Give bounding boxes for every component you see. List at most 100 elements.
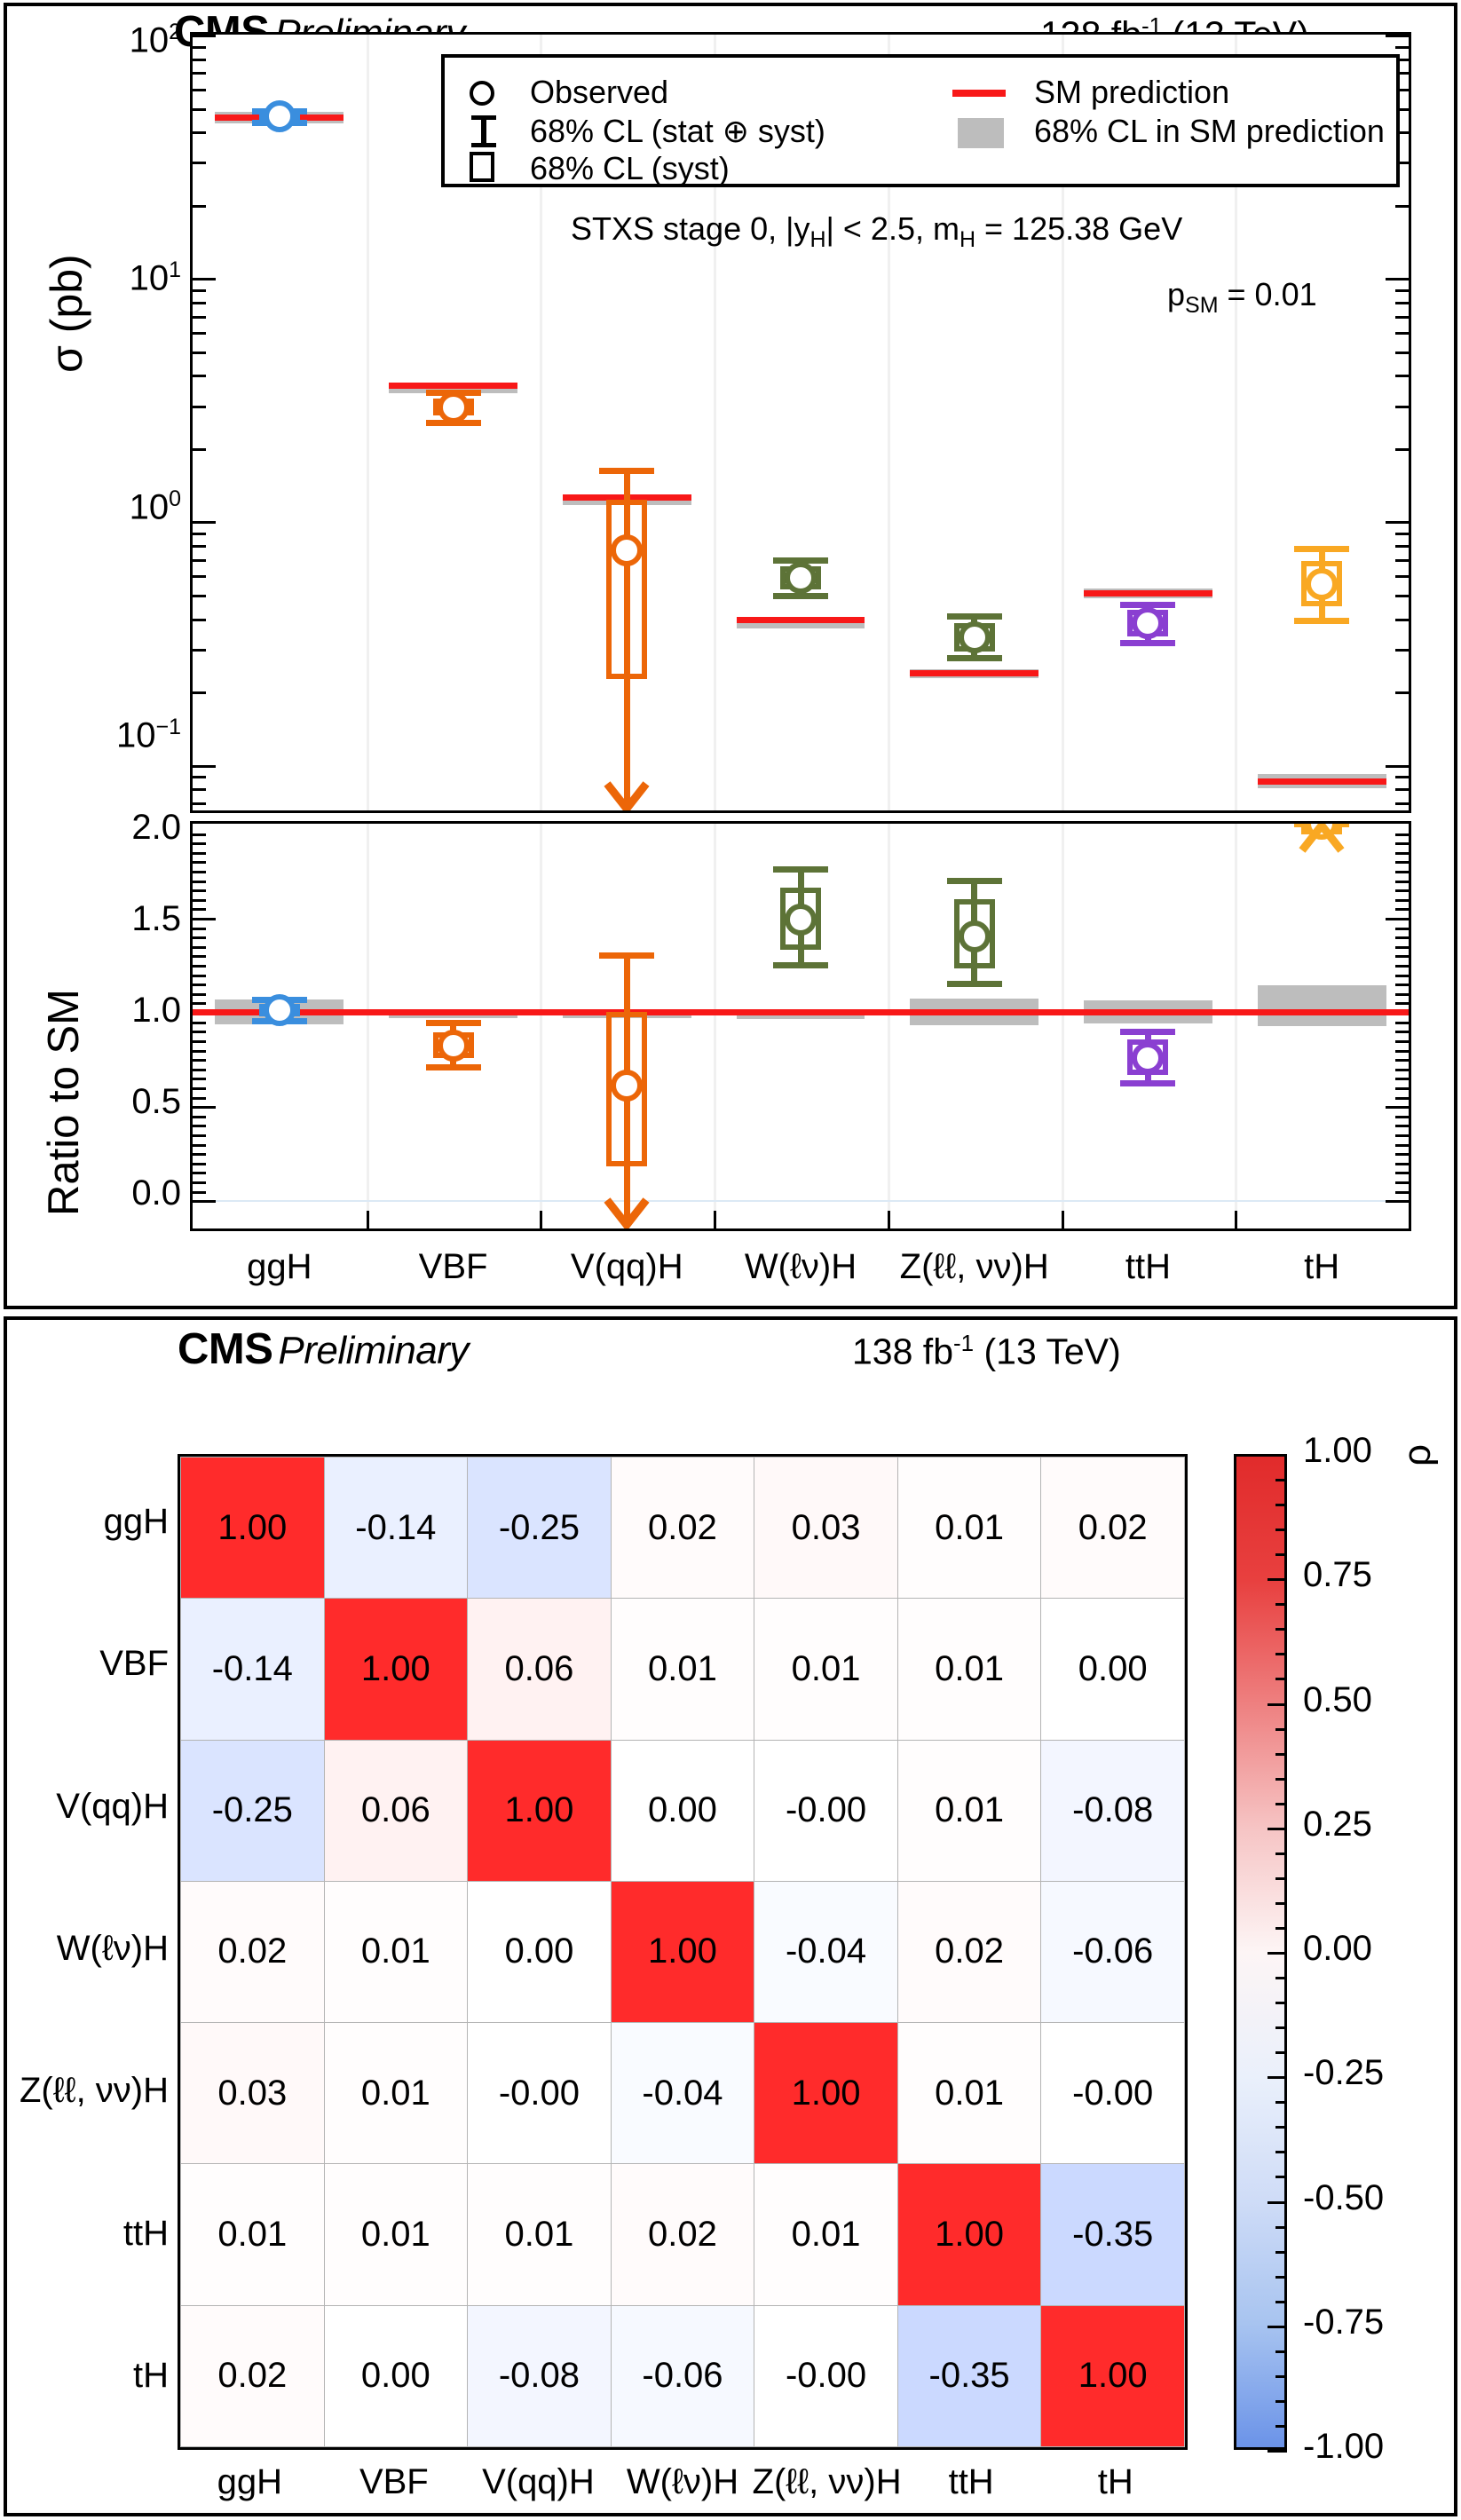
matrix-cell[interactable]: -0.08 (1040, 1739, 1185, 1882)
matrix-cell[interactable]: 0.01 (896, 1456, 1042, 1600)
matrix-cell[interactable]: -0.25 (467, 1456, 612, 1600)
ratio-minor-tick (1395, 908, 1409, 912)
measurement-point[interactable] (193, 824, 1409, 1228)
ratio-minor-tick (193, 1172, 206, 1175)
measurement-point[interactable] (193, 824, 1409, 1228)
matrix-cell[interactable]: -0.08 (467, 2304, 612, 2448)
ratio-minor-tick (1395, 898, 1409, 902)
errorbar-cap-top (1294, 545, 1350, 552)
rho-axis-label: ρ (1395, 1443, 1439, 1466)
matrix-cell[interactable]: 0.01 (896, 1598, 1042, 1741)
sigma-gridline (714, 35, 717, 810)
x-axis-label-V(qq)H: V(qq)H (570, 1247, 683, 1286)
matrix-cell[interactable]: -0.00 (1040, 2022, 1185, 2165)
matrix-cell[interactable]: 0.02 (180, 1880, 325, 2024)
measurement-point[interactable] (193, 824, 1409, 1228)
measurement-point[interactable] (193, 35, 1409, 810)
matrix-cell[interactable]: 1.00 (180, 1456, 325, 1600)
matrix-cell[interactable]: 0.01 (467, 2163, 612, 2306)
sigma-minor-tick (193, 131, 206, 135)
matrix-cell[interactable]: 0.00 (323, 2304, 469, 2448)
cross-section-panel: Observed 68% CL (stat ⊕ syst) 68% CL (sy… (190, 32, 1411, 813)
matrix-cell[interactable]: -0.35 (1040, 2163, 1185, 2306)
matrix-cell[interactable]: 0.01 (896, 1739, 1042, 1882)
matrix-cell[interactable]: 0.01 (896, 2022, 1042, 2165)
matrix-cell[interactable]: -0.00 (467, 2022, 612, 2165)
ratio-major-tick (193, 918, 216, 921)
ratio-x-tick (540, 1211, 543, 1228)
matrix-cell[interactable]: 0.01 (323, 2022, 469, 2165)
matrix-cell[interactable]: 0.01 (323, 1880, 469, 2024)
colorbar-minor-tick (1275, 1852, 1287, 1855)
measurement-point[interactable] (193, 35, 1409, 810)
matrix-cell[interactable]: 0.00 (610, 1739, 755, 1882)
colorbar-minor-tick (1275, 1553, 1287, 1557)
matrix-cell[interactable]: 0.01 (754, 1598, 898, 1741)
sigma-minor-tick (193, 288, 206, 292)
measurement-point[interactable] (193, 824, 1409, 1228)
matrix-cell[interactable]: 0.01 (180, 2163, 325, 2306)
ratio-panel (190, 821, 1411, 1231)
ratio-minor-tick (193, 1190, 206, 1194)
matrix-cell[interactable]: -0.06 (610, 2304, 755, 2448)
sigma-minor-tick (1395, 648, 1409, 652)
measurement-point[interactable] (193, 35, 1409, 810)
matrix-cell[interactable]: 0.02 (1040, 1456, 1185, 1600)
measurement-point[interactable] (193, 35, 1409, 810)
observed-marker (263, 993, 296, 1026)
matrix-cell[interactable]: 0.01 (610, 1598, 755, 1741)
matrix-cell[interactable]: -0.06 (1040, 1880, 1185, 2024)
matrix-cell[interactable]: -0.14 (323, 1456, 469, 1600)
measurement-point[interactable] (193, 824, 1409, 1228)
matrix-cell[interactable]: -0.25 (180, 1739, 325, 1882)
sigma-minor-tick (1395, 776, 1409, 779)
matrix-cell[interactable]: 0.02 (610, 1456, 755, 1600)
matrix-cell[interactable]: 0.02 (180, 2304, 325, 2448)
measurement-point[interactable] (193, 824, 1409, 1228)
measurement-point[interactable] (193, 35, 1409, 810)
matrix-cell[interactable]: 0.02 (610, 2163, 755, 2306)
matrix-cell[interactable]: 0.06 (323, 1739, 469, 1882)
observed-marker (958, 620, 991, 653)
matrix-cell[interactable]: 0.01 (754, 2163, 898, 2306)
matrix-cell[interactable]: 0.03 (180, 2022, 325, 2165)
stxs-annotation: STXS stage 0, |yH| < 2.5, mH = 125.38 Ge… (571, 210, 1183, 253)
measurement-point[interactable] (193, 35, 1409, 810)
cms-preliminary-bottom: Preliminary (278, 1329, 469, 1372)
sigma-gridline (540, 35, 543, 810)
syst-box (953, 898, 995, 969)
matrix-cell[interactable]: -0.04 (610, 2022, 755, 2165)
matrix-cell[interactable]: 1.00 (896, 2163, 1042, 2306)
measurement-point[interactable] (193, 824, 1409, 1228)
ratio-minor-tick (1395, 945, 1409, 949)
sigma-tick-label-100: 102 (129, 20, 181, 60)
sigma-gridline (1235, 35, 1238, 810)
measurement-point[interactable] (193, 35, 1409, 810)
stat-syst-errorbar (623, 470, 630, 810)
sigma-minor-tick (193, 691, 206, 695)
matrix-cell[interactable]: 0.06 (467, 1598, 612, 1741)
errorbar-cap-bottom (425, 1063, 481, 1070)
ratio-minor-tick (1395, 880, 1409, 883)
matrix-cell[interactable]: 0.00 (467, 1880, 612, 2024)
matrix-cell[interactable]: -0.00 (754, 1739, 898, 1882)
matrix-cell[interactable]: 0.02 (896, 1880, 1042, 2024)
matrix-cell[interactable]: 1.00 (323, 1598, 469, 1741)
errorbar-cap-top (1120, 1029, 1176, 1036)
matrix-cell[interactable]: -0.14 (180, 1598, 325, 1741)
ratio-minor-tick (193, 1115, 206, 1118)
matrix-cell[interactable]: 1.00 (754, 2022, 898, 2165)
ratio-minor-tick (1395, 1086, 1409, 1090)
matrix-cell[interactable]: 0.00 (1040, 1598, 1185, 1741)
matrix-cell[interactable]: -0.00 (754, 2304, 898, 2448)
colorbar-minor-tick (1275, 2101, 1287, 2105)
matrix-cell[interactable]: 1.00 (467, 1739, 612, 1882)
matrix-cell[interactable]: 0.01 (323, 2163, 469, 2306)
ratio-minor-tick (1395, 871, 1409, 874)
matrix-cell[interactable]: 1.00 (1040, 2304, 1185, 2448)
sigma-gridline (887, 35, 890, 810)
matrix-cell[interactable]: 0.03 (754, 1456, 898, 1600)
matrix-cell[interactable]: 1.00 (610, 1880, 755, 2024)
matrix-cell[interactable]: -0.35 (896, 2304, 1042, 2448)
matrix-cell[interactable]: -0.04 (754, 1880, 898, 2024)
